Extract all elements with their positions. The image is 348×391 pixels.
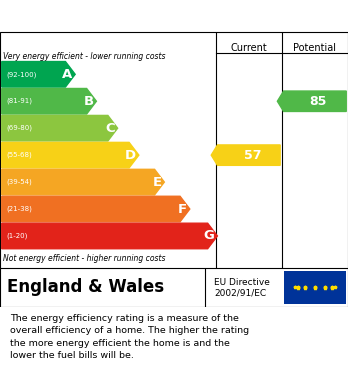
Polygon shape — [2, 61, 75, 87]
Text: (81-91): (81-91) — [6, 98, 32, 104]
Text: Very energy efficient - lower running costs: Very energy efficient - lower running co… — [3, 52, 166, 61]
Polygon shape — [2, 169, 164, 195]
Text: (1-20): (1-20) — [6, 233, 27, 239]
Text: (69-80): (69-80) — [6, 125, 32, 131]
Text: Not energy efficient - higher running costs: Not energy efficient - higher running co… — [3, 255, 166, 264]
Text: 57: 57 — [244, 149, 261, 161]
Text: A: A — [62, 68, 72, 81]
Polygon shape — [2, 196, 190, 222]
Text: EU Directive
2002/91/EC: EU Directive 2002/91/EC — [214, 278, 270, 297]
Text: England & Wales: England & Wales — [7, 278, 164, 296]
Text: Energy Efficiency Rating: Energy Efficiency Rating — [69, 9, 279, 23]
Text: E: E — [152, 176, 161, 188]
Text: F: F — [178, 203, 187, 215]
Text: Current: Current — [230, 43, 267, 53]
Polygon shape — [2, 223, 218, 249]
Text: B: B — [84, 95, 94, 108]
Polygon shape — [2, 115, 118, 141]
Polygon shape — [211, 145, 280, 165]
Polygon shape — [277, 91, 346, 111]
Bar — [284, 271, 346, 304]
Text: D: D — [125, 149, 136, 161]
Text: (55-68): (55-68) — [6, 152, 32, 158]
Text: The energy efficiency rating is a measure of the
overall efficiency of a home. T: The energy efficiency rating is a measur… — [10, 314, 250, 360]
Text: Potential: Potential — [293, 43, 337, 53]
Text: G: G — [204, 230, 215, 242]
Text: (92-100): (92-100) — [6, 71, 36, 77]
Polygon shape — [2, 88, 96, 114]
Polygon shape — [2, 142, 139, 168]
Text: (21-38): (21-38) — [6, 206, 32, 212]
Text: 85: 85 — [310, 95, 327, 108]
Text: C: C — [105, 122, 115, 135]
Text: (39-54): (39-54) — [6, 179, 32, 185]
